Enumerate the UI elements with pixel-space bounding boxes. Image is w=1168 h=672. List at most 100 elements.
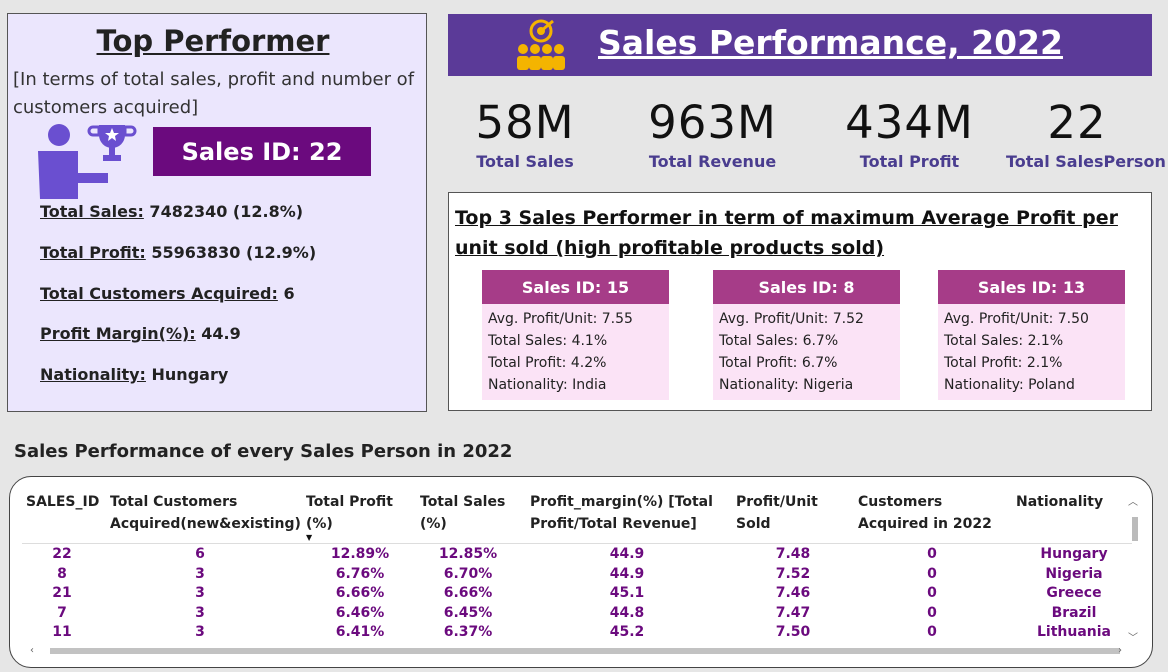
kpi-total-salesperson: 22 Total SalesPerson xyxy=(1006,96,1166,172)
top-performer-subtitle: [In terms of total sales, profit and num… xyxy=(13,69,415,118)
column-header[interactable]: SALES_ID xyxy=(26,494,100,510)
performer-line: Avg. Profit/Unit: 7.55 xyxy=(488,311,633,327)
table-cell: 6.45% xyxy=(443,604,493,621)
table-cell: Brazil xyxy=(1051,604,1097,621)
vertical-scrollbar-thumb[interactable] xyxy=(1132,517,1138,541)
table-cell: Greece xyxy=(1046,585,1102,602)
performer-card-id: Sales ID: 8 xyxy=(713,270,900,304)
performer-line: Nationality: Poland xyxy=(944,377,1075,393)
stat-value: 6 xyxy=(277,284,295,303)
kpi-value: 963M xyxy=(648,96,777,149)
table-cell: 44.9 xyxy=(609,565,645,582)
table-cell: 12.89% xyxy=(330,546,390,562)
column-header[interactable]: Total Customers Acquired(new&existing) xyxy=(110,494,301,532)
table-cell: 6.70% xyxy=(443,565,493,582)
performer-card-body: Avg. Profit/Unit: 7.50 Total Sales: 2.1%… xyxy=(938,304,1125,400)
table-cell: 22 xyxy=(52,546,72,562)
scroll-up-icon[interactable]: ︿ xyxy=(1128,497,1138,508)
table-cell: 45.1 xyxy=(609,585,645,602)
stat-label: Total Customers Acquired: xyxy=(40,284,278,303)
table-cell: 6.41% xyxy=(335,624,385,641)
table-section-title: Sales Performance of every Sales Person … xyxy=(14,441,513,462)
kpi-value: 22 xyxy=(1047,96,1107,149)
performer-line: Total Sales: 6.7% xyxy=(719,333,839,349)
performer-line: Nationality: Nigeria xyxy=(719,377,854,393)
stat-label: Total Sales: xyxy=(40,202,144,221)
dashboard-title: Sales Performance, 2022 xyxy=(598,23,1063,62)
stat-label: Profit Margin(%): xyxy=(40,324,196,343)
performer-line: Total Sales: 2.1% xyxy=(944,333,1064,349)
kpi-label: Total Sales xyxy=(476,152,574,171)
table-cell: 21 xyxy=(52,585,72,602)
top-performer-title: Top Performer xyxy=(96,24,330,58)
table-cell: 6.76% xyxy=(335,565,385,582)
table-cell: 12.85% xyxy=(438,546,498,562)
header-divider xyxy=(22,543,1132,544)
target-team-icon xyxy=(513,19,569,75)
column-header[interactable]: Total Sales (%) xyxy=(420,494,506,532)
performer-line: Total Profit: 2.1% xyxy=(944,355,1063,371)
stat-value: 44.9 xyxy=(195,324,241,343)
column-header[interactable]: Nationality xyxy=(1016,494,1104,510)
table-cell: 7.50 xyxy=(775,624,811,641)
table-cell: 6.66% xyxy=(335,585,385,602)
horizontal-scrollbar-thumb[interactable] xyxy=(50,648,1120,654)
kpi-total-profit: 434M Total Profit xyxy=(842,96,977,172)
dashboard-banner: Sales Performance, 2022 xyxy=(448,14,1152,76)
person-trophy-icon xyxy=(33,121,143,205)
scroll-down-icon[interactable]: ﹀ xyxy=(1128,633,1138,644)
table-cell: 7.48 xyxy=(775,546,811,562)
table-cell: 7.46 xyxy=(775,585,811,602)
table-cell: 6.37% xyxy=(443,624,493,641)
performer-card-id: Sales ID: 15 xyxy=(482,270,669,304)
table-cell: 3 xyxy=(195,585,205,602)
table-cell: 3 xyxy=(195,565,205,582)
table-cell: 6.66% xyxy=(443,585,493,602)
performer-card-body: Avg. Profit/Unit: 7.55 Total Sales: 4.1%… xyxy=(482,304,669,400)
kpi-label: Total SalesPerson xyxy=(1006,152,1166,171)
table-cell: 45.2 xyxy=(609,624,645,641)
kpi-total-sales: 58M Total Sales xyxy=(470,96,580,172)
performer-card: Sales ID: 8 Avg. Profit/Unit: 7.52 Total… xyxy=(713,270,900,400)
table-cell: Hungary xyxy=(1040,546,1108,562)
performer-card-id: Sales ID: 13 xyxy=(938,270,1125,304)
column-header[interactable]: Total Profit (%) xyxy=(306,494,393,532)
top3-title: Top 3 Sales Performer in term of maximum… xyxy=(455,207,1118,259)
performer-card: Sales ID: 15 Avg. Profit/Unit: 7.55 Tota… xyxy=(482,270,669,400)
table-cell: 0 xyxy=(927,624,937,641)
performer-card-body: Avg. Profit/Unit: 7.52 Total Sales: 6.7%… xyxy=(713,304,900,400)
table-cell: 0 xyxy=(927,565,937,582)
top-performer-card: Top Performer [In terms of total sales, … xyxy=(7,13,427,412)
kpi-value: 434M xyxy=(845,96,974,149)
sort-descending-icon[interactable]: ▼ xyxy=(306,533,313,542)
top3-panel: Top 3 Sales Performer in term of maximum… xyxy=(448,192,1152,411)
performer-card: Sales ID: 13 Avg. Profit/Unit: 7.50 Tota… xyxy=(938,270,1125,400)
column-header[interactable]: Customers Acquired in 2022 xyxy=(858,494,992,532)
table-cell: 7.52 xyxy=(775,565,811,582)
performer-line: Total Profit: 6.7% xyxy=(719,355,838,371)
performer-line: Avg. Profit/Unit: 7.52 xyxy=(719,311,864,327)
stat-total-sales: Total Sales: 7482340 (12.8%) xyxy=(40,202,303,221)
table-cell: 0 xyxy=(927,585,937,602)
stat-nationality: Nationality: Hungary xyxy=(40,365,228,384)
table-cell: 44.9 xyxy=(609,546,645,562)
table-cell: Nigeria xyxy=(1045,565,1103,582)
column-header[interactable]: Profit/Unit Sold xyxy=(736,494,818,532)
table-cell: 44.8 xyxy=(609,604,645,621)
table-cell: 11 xyxy=(52,624,72,641)
scroll-right-icon[interactable]: › xyxy=(1118,645,1122,656)
stat-total-profit: Total Profit: 55963830 (12.9%) xyxy=(40,243,316,262)
stat-total-customers: Total Customers Acquired: 6 xyxy=(40,284,295,303)
kpi-value: 58M xyxy=(475,96,575,149)
performer-line: Avg. Profit/Unit: 7.50 xyxy=(944,311,1089,327)
table-cell: 0 xyxy=(927,604,937,621)
stat-value: 7482340 (12.8%) xyxy=(143,202,304,221)
stat-label: Nationality: xyxy=(40,365,146,384)
scroll-left-icon[interactable]: ‹ xyxy=(30,645,34,656)
stat-label: Total Profit: xyxy=(40,243,146,262)
sales-person-table[interactable]: SALES_ID Total Customers Acquired(new&exis… xyxy=(9,476,1153,668)
performer-line: Total Profit: 4.2% xyxy=(488,355,607,371)
column-header[interactable]: Profit_margin(%) [Total Profit/Total Reve… xyxy=(530,494,713,532)
table-cell: 6 xyxy=(195,546,205,562)
top-performer-sales-id: Sales ID: 22 xyxy=(153,127,371,176)
